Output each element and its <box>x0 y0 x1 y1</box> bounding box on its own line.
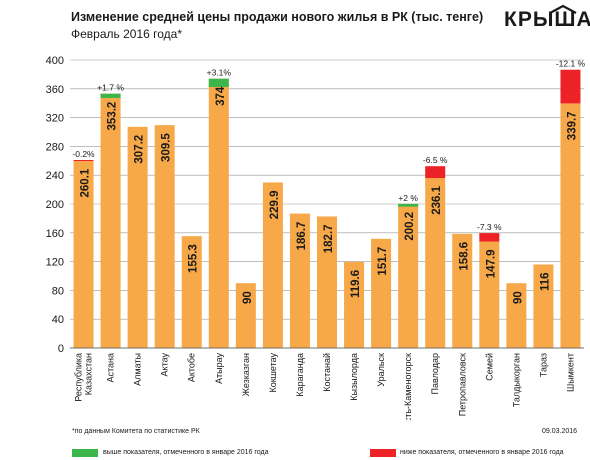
change-label: -6.5 % <box>423 155 448 165</box>
y-tick-label: 280 <box>46 141 64 153</box>
bar-chart: 0 40 80 120 160 200 240 280 320 360 400 260.1 -0.2% Р… <box>46 55 586 420</box>
value-label: 260.1 <box>80 168 92 197</box>
value-label: 158.6 <box>458 242 470 271</box>
x-tick-label: Кокшетау <box>268 353 278 393</box>
footnote: *по данным Комитета по статистике РК <box>72 428 200 435</box>
bar-change-increase <box>100 93 121 98</box>
y-tick-label: 320 <box>46 113 64 125</box>
x-tick-label: Атырау <box>214 353 224 384</box>
bar <box>533 264 554 348</box>
bar-change-decrease <box>479 233 500 242</box>
legend-label-increase: выше показателя, отмеченного в январе 20… <box>103 449 269 456</box>
change-label: -7.3 % <box>477 222 502 232</box>
x-tick-label: Караганда <box>295 353 305 397</box>
bar <box>479 241 500 348</box>
change-label: -0.2% <box>72 149 95 159</box>
y-tick-label: 40 <box>52 314 64 326</box>
bar <box>289 213 310 348</box>
bar-change-increase <box>208 78 229 87</box>
value-label: 353.2 <box>107 102 119 131</box>
x-tick-label: Талдыкорган <box>511 353 521 407</box>
bar <box>398 203 419 348</box>
bar <box>452 233 473 348</box>
bar-change-decrease <box>425 166 446 179</box>
bar <box>506 283 527 348</box>
x-tick-label: Костанай <box>322 353 332 392</box>
y-tick-label: 80 <box>52 285 64 297</box>
value-label: 90 <box>242 291 254 304</box>
value-label: 151.7 <box>377 247 389 276</box>
legend-swatch-increase <box>72 449 98 457</box>
x-tick-label: Тараз <box>538 353 548 377</box>
y-tick-label: 0 <box>58 343 64 355</box>
x-tick-label: Алматы <box>133 353 143 386</box>
x-tick-label: Шымкент <box>565 353 575 392</box>
bar <box>235 283 256 348</box>
value-label: 186.7 <box>296 222 308 251</box>
bar <box>73 160 94 348</box>
bar <box>560 103 581 348</box>
value-label: 307.2 <box>134 135 146 164</box>
bar <box>181 236 202 348</box>
chart-title: Изменение средней цены продажи нового жи… <box>71 10 484 24</box>
value-label: 147.9 <box>485 250 497 279</box>
bar-change-decrease <box>73 160 94 162</box>
y-tick-label: 120 <box>46 257 64 269</box>
x-tick-label: Актау <box>160 353 170 377</box>
bar-change-increase <box>398 203 419 207</box>
bar <box>154 125 175 348</box>
bar <box>425 178 446 348</box>
x-tick-label: Петропавловск <box>457 353 467 416</box>
x-tick-label: Актобе <box>187 353 197 382</box>
value-label: 90 <box>512 291 524 304</box>
x-tick-label: Уральск <box>376 353 386 387</box>
x-tick-label: Кызылорда <box>349 353 359 401</box>
y-tick-label: 160 <box>46 228 64 240</box>
x-tick-label: Астана <box>106 353 116 383</box>
x-tick-label: Усть-Каменогорск <box>403 353 413 420</box>
change-label: +3.1% <box>207 68 232 78</box>
value-label: 182.7 <box>323 224 335 253</box>
value-label: 116 <box>539 272 551 291</box>
change-label: -12.1 % <box>556 59 586 69</box>
legend-label-decrease: ниже показателя, отмеченного в январе 20… <box>400 449 564 456</box>
y-tick-label: 360 <box>46 84 64 96</box>
value-label: 236.1 <box>431 185 443 214</box>
legend-swatch-decrease <box>370 449 396 457</box>
change-label: +2 % <box>398 193 418 203</box>
value-label: 229.9 <box>269 190 281 219</box>
value-label: 119.6 <box>350 270 362 298</box>
bar <box>100 93 121 348</box>
chart-subtitle: Февраль 2016 года* <box>71 27 183 41</box>
bar <box>317 216 337 348</box>
logo-roof-icon <box>549 4 577 14</box>
bar-change-decrease <box>560 69 581 104</box>
x-tick-label: Семей <box>484 353 494 381</box>
logo: КРЫША <box>504 8 590 31</box>
bar <box>127 126 148 348</box>
bar <box>344 261 365 348</box>
x-tick-label: Павлодар <box>430 353 440 394</box>
value-label: 339.7 <box>566 111 578 140</box>
publication-date: 09.03.2016 <box>542 428 578 435</box>
bar <box>208 78 229 348</box>
x-tick-label: Жезказган <box>241 353 251 396</box>
bar <box>262 182 283 348</box>
value-label: 309.5 <box>161 133 173 162</box>
value-label: 374 <box>215 86 227 106</box>
y-tick-label: 200 <box>46 199 64 211</box>
value-label: 155.3 <box>188 244 200 273</box>
change-label: +1.7 % <box>97 83 124 93</box>
x-tick-label: РеспубликаКазахстан <box>74 353 94 402</box>
value-label: 200.2 <box>404 212 416 241</box>
y-tick-label: 240 <box>46 170 64 182</box>
bar <box>371 238 392 348</box>
y-tick-label: 400 <box>46 55 64 67</box>
